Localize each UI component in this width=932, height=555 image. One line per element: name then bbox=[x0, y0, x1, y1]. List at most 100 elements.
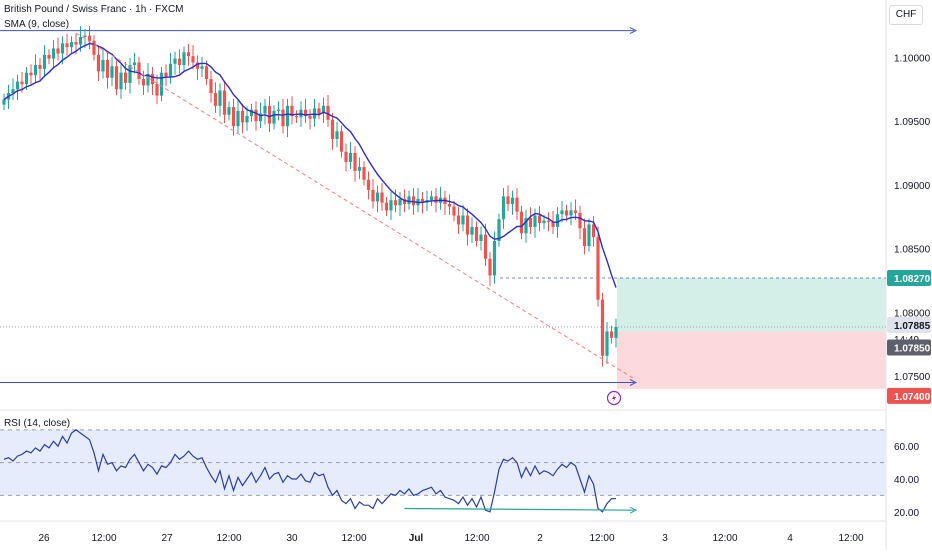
candle[interactable] bbox=[357, 157, 362, 180]
candle[interactable] bbox=[474, 221, 479, 247]
candle[interactable] bbox=[384, 196, 389, 217]
candle[interactable] bbox=[254, 101, 258, 131]
candle[interactable] bbox=[87, 26, 92, 50]
candle[interactable] bbox=[564, 204, 569, 222]
candle[interactable] bbox=[137, 56, 141, 85]
candle[interactable] bbox=[29, 64, 33, 85]
candle[interactable] bbox=[114, 60, 119, 95]
candle[interactable] bbox=[231, 98, 236, 136]
candle[interactable] bbox=[276, 101, 281, 121]
candle[interactable] bbox=[438, 186, 443, 210]
candle[interactable] bbox=[150, 66, 155, 95]
candle[interactable] bbox=[173, 51, 177, 75]
candle[interactable] bbox=[236, 100, 240, 134]
candle[interactable] bbox=[51, 40, 56, 69]
candle[interactable] bbox=[177, 49, 182, 74]
candle[interactable] bbox=[375, 185, 380, 213]
candle[interactable] bbox=[312, 98, 317, 127]
candle[interactable] bbox=[353, 145, 357, 182]
candle[interactable] bbox=[303, 98, 308, 124]
candle[interactable] bbox=[123, 61, 128, 90]
candle[interactable] bbox=[326, 94, 330, 127]
candle[interactable] bbox=[245, 106, 249, 131]
candle[interactable] bbox=[407, 190, 411, 210]
candle[interactable] bbox=[2, 93, 6, 111]
candle[interactable] bbox=[456, 207, 461, 234]
candle[interactable] bbox=[321, 97, 326, 124]
candle[interactable] bbox=[528, 207, 533, 234]
candle[interactable] bbox=[119, 64, 123, 99]
candle[interactable] bbox=[92, 35, 96, 61]
candle[interactable] bbox=[33, 54, 38, 83]
candle[interactable] bbox=[96, 46, 101, 81]
candle[interactable] bbox=[227, 101, 231, 121]
currency-button[interactable]: CHF bbox=[889, 5, 923, 25]
candle[interactable] bbox=[164, 64, 168, 87]
candle[interactable] bbox=[537, 205, 542, 232]
candle[interactable] bbox=[339, 125, 344, 158]
candle[interactable] bbox=[290, 96, 294, 125]
candle[interactable] bbox=[200, 56, 204, 78]
candle[interactable] bbox=[186, 43, 191, 66]
candle[interactable] bbox=[213, 82, 218, 113]
candle[interactable] bbox=[483, 223, 488, 266]
candle[interactable] bbox=[510, 190, 515, 215]
rsi-line[interactable] bbox=[3, 429, 616, 513]
candle[interactable] bbox=[492, 231, 497, 284]
candle[interactable] bbox=[609, 325, 614, 344]
rsi-divergence-line[interactable] bbox=[404, 507, 635, 511]
candle[interactable] bbox=[506, 185, 510, 212]
candle[interactable] bbox=[11, 78, 15, 101]
candle[interactable] bbox=[429, 190, 434, 206]
candle[interactable] bbox=[600, 292, 605, 367]
candle[interactable] bbox=[182, 46, 186, 71]
candle[interactable] bbox=[452, 200, 456, 222]
candle[interactable] bbox=[128, 58, 132, 94]
candle[interactable] bbox=[15, 74, 20, 101]
candle[interactable] bbox=[461, 204, 465, 232]
candle[interactable] bbox=[317, 102, 321, 120]
descending-trendline[interactable] bbox=[75, 32, 635, 380]
candle[interactable] bbox=[69, 36, 74, 53]
stop-loss-zone[interactable] bbox=[617, 331, 886, 389]
candle[interactable] bbox=[204, 60, 209, 85]
candle[interactable] bbox=[209, 70, 213, 103]
candle[interactable] bbox=[362, 161, 366, 186]
candle[interactable] bbox=[605, 321, 609, 365]
candle[interactable] bbox=[348, 142, 353, 169]
candle[interactable] bbox=[101, 49, 105, 79]
candle[interactable] bbox=[497, 213, 501, 247]
candle[interactable] bbox=[240, 103, 245, 134]
candle[interactable] bbox=[344, 143, 348, 172]
candle[interactable] bbox=[105, 52, 110, 89]
candle[interactable] bbox=[524, 209, 528, 243]
candle[interactable] bbox=[222, 80, 227, 124]
candle[interactable] bbox=[488, 251, 492, 287]
sma-line[interactable] bbox=[3, 42, 617, 288]
candle[interactable] bbox=[398, 191, 402, 217]
candle[interactable] bbox=[263, 98, 267, 125]
candle[interactable] bbox=[155, 74, 159, 104]
candle[interactable] bbox=[218, 83, 222, 117]
candle[interactable] bbox=[569, 202, 573, 226]
candle[interactable] bbox=[479, 226, 483, 251]
candle[interactable] bbox=[393, 189, 398, 213]
profit-target-zone[interactable] bbox=[617, 277, 886, 332]
candle[interactable] bbox=[159, 66, 164, 102]
candle[interactable] bbox=[168, 52, 173, 84]
rsi-legend-label[interactable]: RSI (14, close) bbox=[4, 418, 71, 429]
candle[interactable] bbox=[38, 58, 42, 80]
candle[interactable] bbox=[582, 218, 587, 255]
candle[interactable] bbox=[501, 188, 506, 229]
candle[interactable] bbox=[330, 112, 335, 150]
candle[interactable] bbox=[294, 110, 299, 124]
candle[interactable] bbox=[470, 217, 474, 243]
candle[interactable] bbox=[591, 216, 596, 247]
candle[interactable] bbox=[267, 96, 272, 132]
candle[interactable] bbox=[285, 98, 290, 138]
candle[interactable] bbox=[308, 109, 312, 130]
candle[interactable] bbox=[614, 318, 618, 348]
candle[interactable] bbox=[578, 205, 582, 240]
candle[interactable] bbox=[380, 182, 384, 212]
